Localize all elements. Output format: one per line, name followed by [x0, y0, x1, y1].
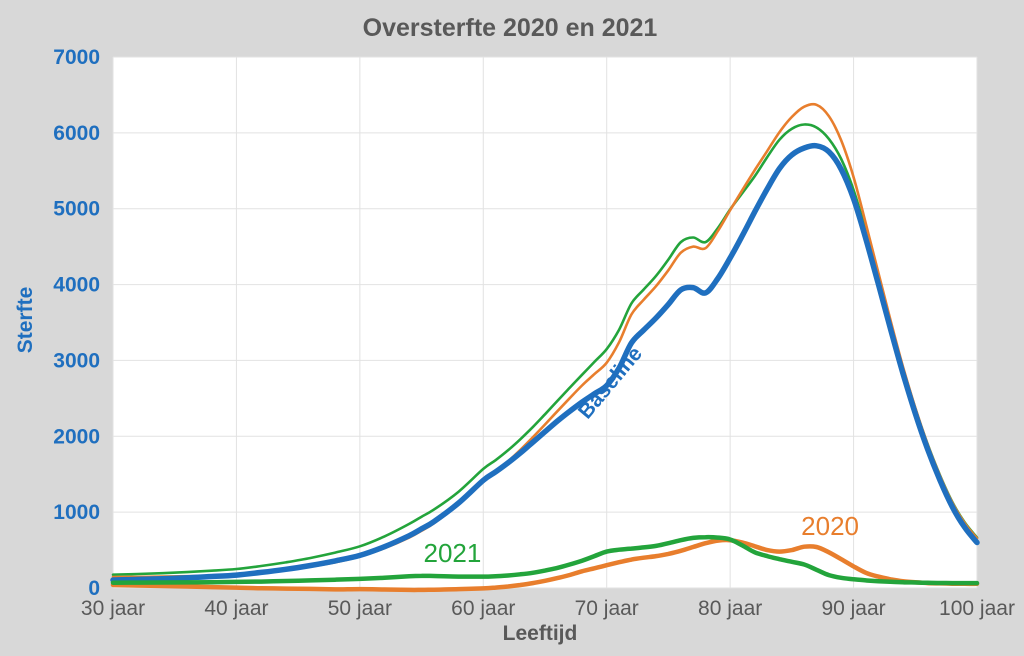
series-baseline-line: [110, 142, 980, 583]
x-tick-label-50-jaar: 50 jaar: [328, 597, 392, 620]
y-tick-label-6000: 6000: [53, 122, 100, 145]
x-tick-label-40-jaar: 40 jaar: [204, 597, 268, 620]
y-tick-label-0: 0: [88, 577, 100, 600]
x-tick-label-60-jaar: 60 jaar: [451, 597, 515, 620]
x-tick-label-70-jaar: 70 jaar: [575, 597, 639, 620]
x-tick-label-30-jaar: 30 jaar: [81, 597, 145, 620]
chart-title: Oversterfte 2020 en 2021: [362, 14, 658, 42]
y-tick-label-2000: 2000: [53, 425, 100, 448]
y-tick-label-7000: 7000: [53, 46, 100, 69]
y-tick-label-5000: 5000: [53, 198, 100, 221]
y-axis-title: Sterfte: [14, 286, 37, 354]
x-axis-title: Leeftijd: [502, 622, 578, 645]
plot-background: [112, 56, 978, 589]
y-tick-label-3000: 3000: [53, 349, 100, 372]
x-tick-label-80-jaar: 80 jaar: [698, 597, 762, 620]
x-tick-label-100-jaar: 100 jaar: [939, 597, 1015, 620]
x-tick-label-90-jaar: 90 jaar: [821, 597, 885, 620]
y-tick-label-4000: 4000: [53, 274, 100, 297]
series-excess_2021-line: [110, 534, 980, 586]
y-tick-label-1000: 1000: [53, 501, 100, 524]
annotation-2020: 2020: [801, 511, 859, 541]
series-excess_2020-line: [110, 537, 980, 593]
annotation-2021: 2021: [423, 538, 481, 568]
